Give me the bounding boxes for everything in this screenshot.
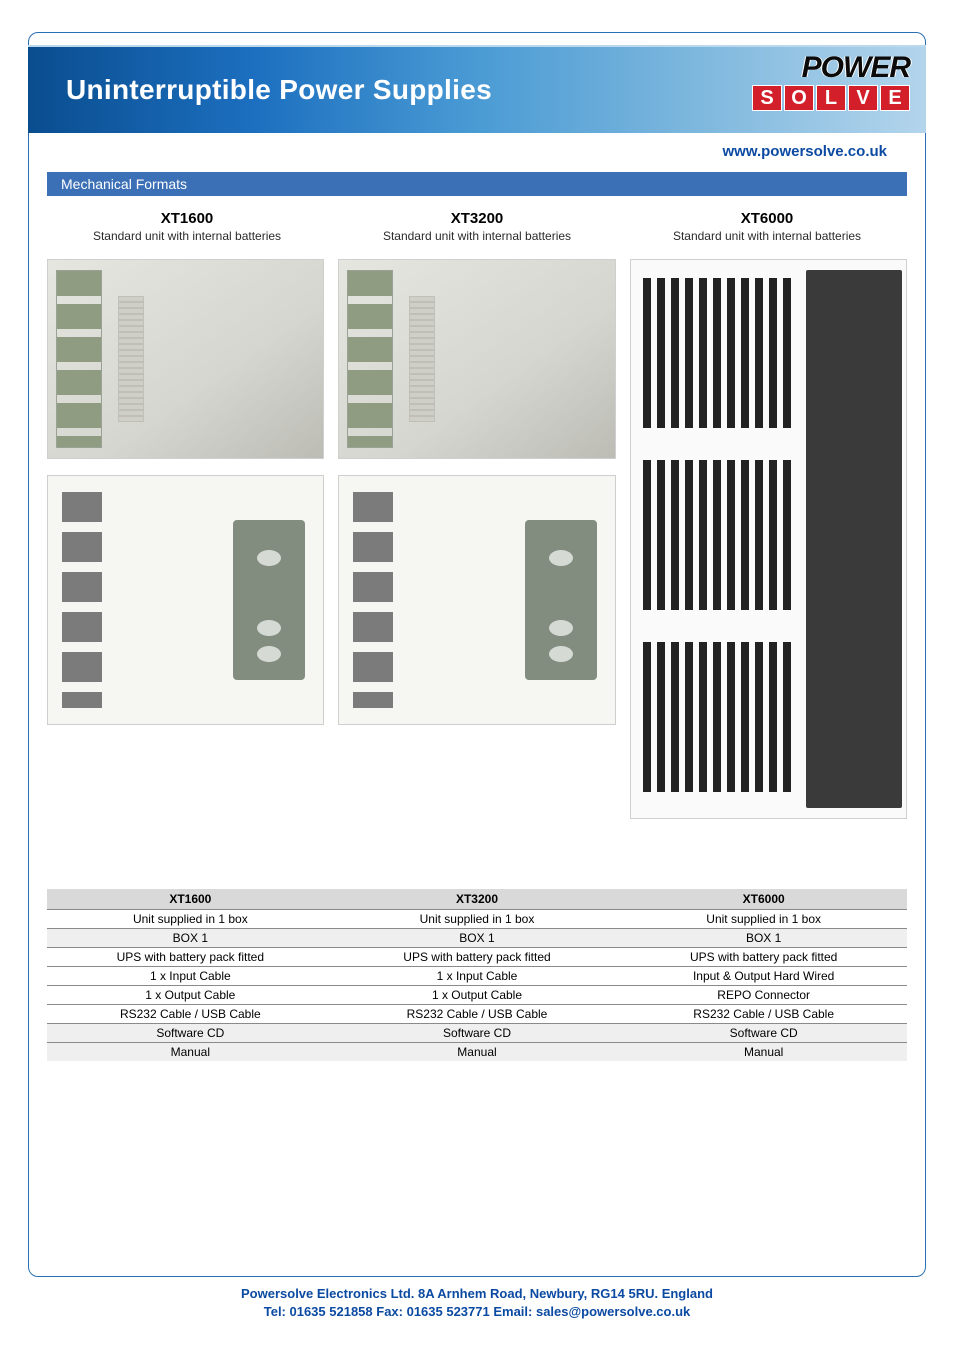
table-cell: BOX 1 (47, 929, 334, 948)
product-images (29, 259, 925, 819)
section-bar: Mechanical Formats (47, 172, 907, 196)
product-subtitle: Standard unit with internal batteries (627, 229, 907, 243)
table-cell: 1 x Input Cable (334, 967, 621, 986)
table-header: XT3200 (334, 889, 621, 910)
table-cell: Manual (620, 1043, 907, 1062)
product-subtitle: Standard unit with internal batteries (47, 229, 327, 243)
logo-letter: S (752, 85, 782, 111)
product-subtitle: Standard unit with internal batteries (337, 229, 617, 243)
table-row: ManualManualManual (47, 1043, 907, 1062)
logo-letter: V (848, 85, 878, 111)
table-cell: Manual (47, 1043, 334, 1062)
page-frame: Uninterruptible Power Supplies POWER S O… (28, 32, 926, 1277)
table-cell: 1 x Output Cable (47, 986, 334, 1005)
image-column-xt6000 (630, 259, 907, 819)
xt1600-front-image (47, 475, 324, 725)
button-icon (257, 620, 281, 636)
website-url[interactable]: www.powersolve.co.uk (29, 143, 887, 160)
image-column-xt1600 (47, 259, 324, 819)
table-cell: 1 x Output Cable (334, 986, 621, 1005)
table-cell: Unit supplied in 1 box (47, 910, 334, 929)
xt3200-front-image (338, 475, 615, 725)
vent-group (643, 642, 796, 792)
product-header-xt3200: XT3200 Standard unit with internal batte… (337, 210, 617, 253)
product-header-xt1600: XT1600 Standard unit with internal batte… (47, 210, 327, 253)
logo-bottom: S O L V E (752, 85, 910, 111)
banner: Uninterruptible Power Supplies POWER S O… (28, 45, 926, 133)
product-title: XT1600 (47, 210, 327, 227)
table-cell: 1 x Input Cable (47, 967, 334, 986)
product-headers: XT1600 Standard unit with internal batte… (29, 210, 925, 253)
button-icon (549, 646, 573, 662)
side-panel (806, 270, 902, 808)
table-cell: REPO Connector (620, 986, 907, 1005)
table-row: Unit supplied in 1 boxUnit supplied in 1… (47, 910, 907, 929)
table-header: XT6000 (620, 889, 907, 910)
table-row: 1 x Input Cable1 x Input CableInput & Ou… (47, 967, 907, 986)
logo-letter: O (784, 85, 814, 111)
table-cell: RS232 Cable / USB Cable (47, 1005, 334, 1024)
brand-logo: POWER S O L V E (752, 53, 910, 111)
footer: Powersolve Electronics Ltd. 8A Arnhem Ro… (0, 1285, 954, 1320)
footer-address: Powersolve Electronics Ltd. 8A Arnhem Ro… (0, 1285, 954, 1303)
banner-title: Uninterruptible Power Supplies (66, 74, 492, 106)
table-row: UPS with battery pack fittedUPS with bat… (47, 948, 907, 967)
logo-letter: L (816, 85, 846, 111)
table-row: Software CDSoftware CDSoftware CD (47, 1024, 907, 1043)
table-header: XT1600 (47, 889, 334, 910)
table-row: BOX 1BOX 1BOX 1 (47, 929, 907, 948)
control-panel (233, 520, 305, 680)
button-icon (549, 620, 573, 636)
control-panel (525, 520, 597, 680)
table-cell: Unit supplied in 1 box (334, 910, 621, 929)
table-cell: RS232 Cable / USB Cable (620, 1005, 907, 1024)
xt1600-isometric-image (47, 259, 324, 459)
table-row: 1 x Output Cable1 x Output CableREPO Con… (47, 986, 907, 1005)
table-cell: Software CD (334, 1024, 621, 1043)
image-column-xt3200 (338, 259, 615, 819)
button-icon (257, 646, 281, 662)
table-cell: Software CD (620, 1024, 907, 1043)
button-icon (257, 550, 281, 566)
product-header-xt6000: XT6000 Standard unit with internal batte… (627, 210, 907, 253)
table-cell: RS232 Cable / USB Cable (334, 1005, 621, 1024)
table-cell: Manual (334, 1043, 621, 1062)
table-cell: UPS with battery pack fitted (620, 948, 907, 967)
table-cell: Software CD (47, 1024, 334, 1043)
logo-top: POWER (802, 53, 910, 83)
product-title: XT3200 (337, 210, 617, 227)
table-cell: Input & Output Hard Wired (620, 967, 907, 986)
xt6000-front-image (630, 259, 907, 819)
table-header-row: XT1600 XT3200 XT6000 (47, 889, 907, 910)
product-title: XT6000 (627, 210, 907, 227)
contents-table: XT1600 XT3200 XT6000 Unit supplied in 1 … (47, 889, 907, 1061)
table-cell: BOX 1 (620, 929, 907, 948)
xt3200-isometric-image (338, 259, 615, 459)
table-cell: UPS with battery pack fitted (334, 948, 621, 967)
button-icon (549, 550, 573, 566)
footer-contact: Tel: 01635 521858 Fax: 01635 523771 Emai… (0, 1303, 954, 1321)
vent-group (643, 278, 796, 428)
table-cell: BOX 1 (334, 929, 621, 948)
table-cell: Unit supplied in 1 box (620, 910, 907, 929)
logo-letter: E (880, 85, 910, 111)
table-row: RS232 Cable / USB CableRS232 Cable / USB… (47, 1005, 907, 1024)
table-cell: UPS with battery pack fitted (47, 948, 334, 967)
vent-group (643, 460, 796, 610)
